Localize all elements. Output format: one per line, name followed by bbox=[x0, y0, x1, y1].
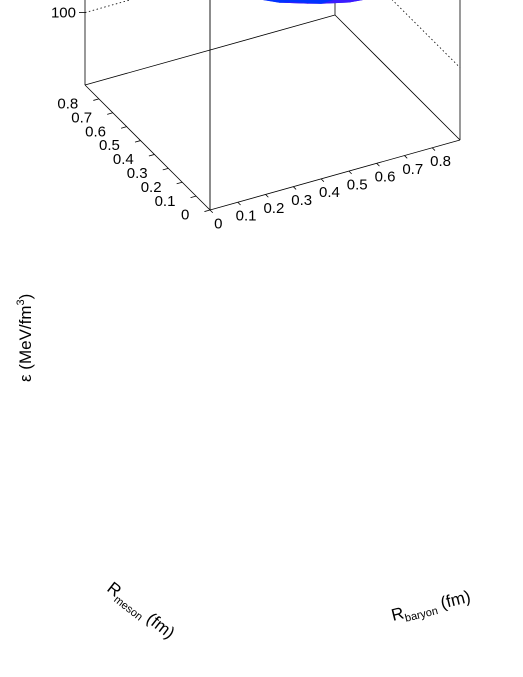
z-axis-title: ε (MeV/fm3) bbox=[15, 294, 35, 382]
y-tick-label: 0.3 bbox=[127, 165, 148, 182]
y-tick-label: 0.8 bbox=[57, 96, 78, 113]
y-tick bbox=[190, 195, 197, 199]
x-tick bbox=[348, 170, 352, 175]
y-tick-label: 0.4 bbox=[113, 151, 134, 168]
x-tick bbox=[265, 194, 269, 198]
y-tick bbox=[204, 209, 211, 212]
surface-patch bbox=[284, 0, 299, 3]
x-tick-label: 0.2 bbox=[263, 200, 284, 217]
y-axis-title: Rmeson (fm) bbox=[102, 578, 179, 645]
x-tick bbox=[404, 155, 408, 159]
x-tick-label: 0.4 bbox=[319, 184, 340, 201]
x-tick bbox=[320, 178, 325, 182]
y-tick bbox=[162, 167, 169, 171]
frame-front bbox=[209, 0, 211, 210]
y-tick-label: 0.1 bbox=[155, 193, 176, 210]
frame-edge bbox=[334, 14, 461, 141]
z-tick-label: 100 bbox=[51, 5, 76, 22]
x-tick-label: 0.6 bbox=[375, 169, 396, 186]
y-tick-label: 0.5 bbox=[99, 137, 120, 154]
x-tick-label: 0.7 bbox=[402, 161, 423, 178]
x-tick-label: 0 bbox=[214, 215, 222, 232]
x-tick-label: 0.3 bbox=[291, 192, 312, 209]
y-tick bbox=[93, 98, 99, 101]
surface-patch bbox=[293, 0, 334, 4]
x-axis-title: Rbaryon (fm) bbox=[389, 587, 473, 628]
x-tick-label: 0.8 bbox=[430, 153, 451, 170]
y-tick bbox=[121, 126, 127, 129]
x-tick-label: 0.1 bbox=[236, 208, 257, 225]
x-tick bbox=[209, 209, 214, 214]
axes: 0 0.1 0.2 0.3 0.4 0.5 0.6 0.7 0.800.10.20.30.40.… bbox=[51, 5, 451, 233]
y-tick bbox=[148, 154, 155, 157]
back-wall-grid bbox=[84, 0, 461, 68]
y-tick bbox=[134, 140, 141, 143]
x-tick-label: 0.5 bbox=[347, 176, 368, 193]
frame-edge bbox=[209, 139, 461, 211]
frame-edge bbox=[84, 84, 211, 211]
y-tick bbox=[176, 181, 183, 185]
y-tick-label: 0.6 bbox=[85, 123, 106, 140]
x-tick bbox=[293, 186, 297, 190]
y-tick-label: 0.7 bbox=[71, 109, 92, 126]
energy-density-surface bbox=[262, 0, 363, 4]
grid-line bbox=[84, 0, 461, 68]
y-tick-label: 0.2 bbox=[141, 179, 162, 196]
x-tick bbox=[376, 163, 380, 167]
y-tick-label: 0 bbox=[181, 207, 189, 224]
x-tick bbox=[431, 147, 436, 151]
y-tick bbox=[107, 112, 113, 115]
x-tick bbox=[237, 201, 241, 206]
surface-patch bbox=[262, 0, 294, 3]
